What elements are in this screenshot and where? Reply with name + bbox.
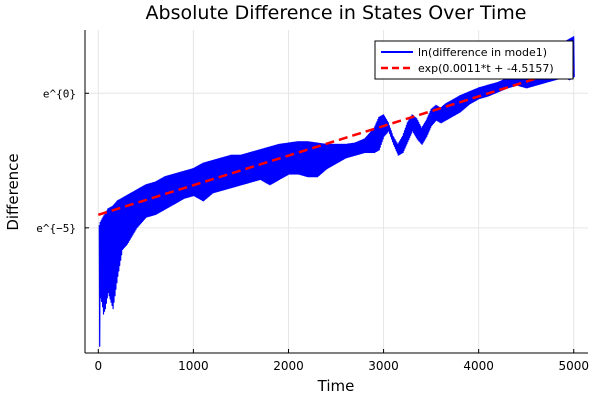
legend-box xyxy=(374,40,574,80)
legend: ln(difference in mode1) exp(0.0011*t + -… xyxy=(374,40,574,80)
x-tick-label: 0 xyxy=(94,359,102,373)
y-axis-label: Difference xyxy=(4,153,22,230)
legend-label-series-2: exp(0.0011*t + -4.5157) xyxy=(418,62,554,75)
axes xyxy=(84,30,588,354)
x-tick-label: 5000 xyxy=(558,359,589,373)
x-tick-label: 3000 xyxy=(368,359,399,373)
plot-area xyxy=(97,36,575,347)
x-tick-label: 2000 xyxy=(273,359,304,373)
series-line-exp-fit xyxy=(97,65,575,216)
x-tick-label: 4000 xyxy=(463,359,494,373)
x-tick-label: 1000 xyxy=(178,359,209,373)
legend-label-series-1: ln(difference in mode1) xyxy=(418,46,547,59)
y-tick-label: e^{−5} xyxy=(36,222,76,235)
tick-labels: 0 1000 2000 3000 4000 5000 e^{−5} e^{0} xyxy=(36,87,589,373)
y-tick-label: e^{0} xyxy=(43,87,76,100)
x-axis-label: Time xyxy=(317,377,355,395)
series-line-difference-mode1 xyxy=(98,36,575,347)
chart-title: Absolute Difference in States Over Time xyxy=(146,2,527,24)
